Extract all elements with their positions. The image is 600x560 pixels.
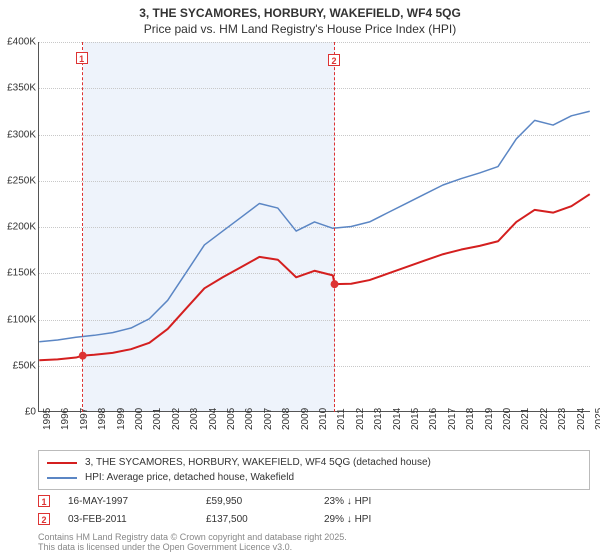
x-tick-label: 2007 (263, 408, 274, 430)
x-tick-label: 2012 (355, 408, 366, 430)
price-point-date: 16-MAY-1997 (68, 496, 188, 507)
series-line (39, 111, 590, 342)
chart-plot-area (38, 42, 590, 412)
price-point-date: 03-FEB-2011 (68, 514, 188, 525)
footer-attribution: Contains HM Land Registry data © Crown c… (38, 532, 347, 552)
x-tick-label: 2023 (557, 408, 568, 430)
legend-label-subject: 3, THE SYCAMORES, HORBURY, WAKEFIELD, WF… (85, 457, 431, 468)
footer-line2: This data is licensed under the Open Gov… (38, 542, 347, 552)
price-marker-line (334, 42, 335, 412)
footer-line1: Contains HM Land Registry data © Crown c… (38, 532, 347, 542)
x-tick-label: 2015 (410, 408, 421, 430)
price-point-price: £137,500 (206, 514, 306, 525)
y-tick-label: £0 (25, 407, 36, 418)
x-tick-label: 2025 (594, 408, 600, 430)
legend-swatch-hpi (47, 477, 77, 479)
legend-row-subject: 3, THE SYCAMORES, HORBURY, WAKEFIELD, WF… (47, 455, 581, 470)
y-tick-label: £300K (7, 129, 36, 140)
y-tick-label: £100K (7, 314, 36, 325)
y-tick-label: £50K (13, 360, 36, 371)
x-tick-label: 2018 (465, 408, 476, 430)
price-marker-box: 1 (76, 52, 88, 64)
x-tick-label: 2013 (373, 408, 384, 430)
x-tick-label: 2011 (336, 408, 347, 430)
x-tick-label: 2000 (134, 408, 145, 430)
x-tick-label: 2019 (484, 408, 495, 430)
y-tick-label: £200K (7, 222, 36, 233)
y-tick-label: £250K (7, 175, 36, 186)
x-tick-label: 2022 (539, 408, 550, 430)
price-point-dot (79, 352, 87, 360)
price-point-marker: 1 (38, 495, 50, 507)
series-line (39, 194, 590, 360)
x-tick-label: 2002 (171, 408, 182, 430)
x-tick-label: 1996 (60, 408, 71, 430)
price-marker-line (82, 42, 83, 412)
x-tick-label: 2001 (152, 408, 163, 430)
price-point-vs-hpi: 23% ↓ HPI (324, 496, 484, 507)
x-tick-label: 2005 (226, 408, 237, 430)
x-tick-label: 2020 (502, 408, 513, 430)
x-tick-label: 1999 (116, 408, 127, 430)
x-tick-label: 1998 (97, 408, 108, 430)
legend: 3, THE SYCAMORES, HORBURY, WAKEFIELD, WF… (38, 450, 590, 490)
x-tick-label: 2003 (189, 408, 200, 430)
legend-row-hpi: HPI: Average price, detached house, Wake… (47, 470, 581, 485)
price-marker-box: 2 (328, 54, 340, 66)
y-tick-label: £400K (7, 37, 36, 48)
x-tick-label: 2017 (447, 408, 458, 430)
x-tick-label: 2010 (318, 408, 329, 430)
x-tick-label: 2009 (300, 408, 311, 430)
x-tick-label: 2024 (576, 408, 587, 430)
y-tick-label: £150K (7, 268, 36, 279)
x-tick-label: 1995 (42, 408, 53, 430)
x-tick-label: 2021 (520, 408, 531, 430)
price-point-vs-hpi: 29% ↓ HPI (324, 514, 484, 525)
chart-title-main: 3, THE SYCAMORES, HORBURY, WAKEFIELD, WF… (0, 0, 600, 20)
chart-lines-svg (39, 42, 590, 411)
price-point-price: £59,950 (206, 496, 306, 507)
x-tick-label: 2006 (244, 408, 255, 430)
y-tick-label: £350K (7, 83, 36, 94)
price-point-row: 1 16-MAY-1997 £59,950 23% ↓ HPI (38, 492, 590, 510)
chart-title-sub: Price paid vs. HM Land Registry's House … (0, 20, 600, 36)
legend-swatch-subject (47, 462, 77, 464)
price-point-table: 1 16-MAY-1997 £59,950 23% ↓ HPI 2 03-FEB… (38, 492, 590, 528)
x-tick-label: 2004 (208, 408, 219, 430)
price-point-row: 2 03-FEB-2011 £137,500 29% ↓ HPI (38, 510, 590, 528)
x-tick-label: 1997 (79, 408, 90, 430)
x-tick-label: 2016 (428, 408, 439, 430)
legend-label-hpi: HPI: Average price, detached house, Wake… (85, 472, 294, 483)
price-point-marker: 2 (38, 513, 50, 525)
x-tick-label: 2008 (281, 408, 292, 430)
x-tick-label: 2014 (392, 408, 403, 430)
